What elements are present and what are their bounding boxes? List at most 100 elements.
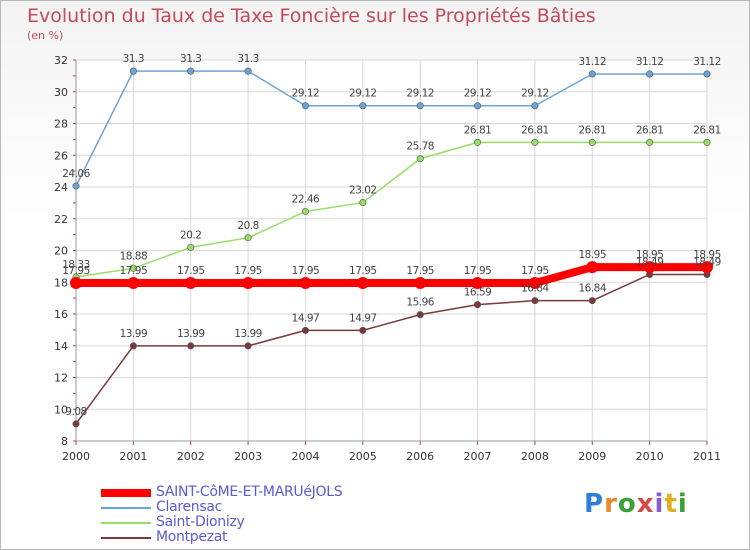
- series-point-1: [301, 102, 309, 110]
- data-label-1: 31.12: [636, 56, 664, 68]
- legend-swatch: [101, 507, 151, 509]
- data-label-0: 17.95: [406, 265, 434, 277]
- series-line-1: [75, 70, 707, 187]
- series-point-3: [359, 326, 367, 334]
- x-tick-label: 2008: [521, 450, 549, 463]
- series-point-3: [129, 342, 137, 350]
- data-label-3: 13.99: [234, 328, 262, 340]
- y-tick-label: 30: [54, 86, 68, 99]
- series-point-3: [187, 342, 195, 350]
- legend-swatch: [101, 537, 151, 539]
- series-point-3: [244, 342, 252, 350]
- data-label-2: 26.81: [578, 124, 606, 136]
- y-tick-label: 16: [54, 308, 68, 321]
- series-point-2: [416, 155, 424, 163]
- series-point-0: [70, 277, 82, 290]
- series-point-3: [416, 311, 424, 319]
- data-label-3: 18.49: [636, 256, 664, 268]
- series-line-2: [75, 141, 707, 278]
- legend-swatch: [101, 489, 151, 497]
- series-point-2: [187, 243, 195, 251]
- series-point-0: [356, 277, 369, 290]
- data-label-0: 17.95: [464, 265, 492, 277]
- data-label-layer: 24.06 31.3 31.3 31.3 29.12 29.12 29.12 29.12 29.…: [62, 53, 721, 418]
- data-label-0: 17.95: [292, 265, 320, 277]
- series-point-0: [643, 261, 656, 274]
- series-point-0: [586, 261, 599, 274]
- data-label-1: 29.12: [292, 88, 320, 100]
- series-point-1: [416, 102, 424, 110]
- data-label-1: 31.12: [578, 56, 606, 68]
- series-point-1: [359, 102, 367, 110]
- series-point-1: [588, 70, 596, 78]
- y-tick-label: 14: [54, 340, 68, 353]
- data-label-0: 17.95: [62, 265, 90, 277]
- series-point-1: [72, 182, 80, 190]
- y-tick-label: 32: [54, 54, 68, 67]
- chart-title: Evolution du Taux de Taxe Foncière sur l…: [27, 5, 596, 27]
- data-label-3: 16.84: [521, 283, 549, 295]
- x-tick-label: 2006: [406, 450, 434, 463]
- series-point-2: [703, 138, 711, 146]
- series-point-3: [588, 297, 596, 305]
- data-label-2: 26.81: [693, 124, 721, 136]
- legend-label: SAINT-CôME-ET-MARUéJOLS: [156, 484, 343, 500]
- x-tick-label: 2009: [578, 450, 606, 463]
- data-label-3: 16.84: [578, 283, 606, 295]
- series-point-2: [531, 138, 539, 146]
- data-label-3: 13.99: [120, 328, 148, 340]
- data-label-2: 26.81: [464, 124, 492, 136]
- legend-label: Saint-Dionizy: [156, 514, 245, 530]
- series-point-1: [244, 67, 252, 75]
- data-label-2: 20.8: [237, 220, 258, 232]
- data-label-1: 24.06: [62, 168, 90, 180]
- data-label-2: 20.2: [180, 229, 201, 241]
- series-point-0: [299, 277, 312, 290]
- data-label-2: 25.78: [406, 141, 434, 153]
- series-point-2: [301, 207, 309, 215]
- series-point-0: [127, 277, 140, 290]
- data-label-2: 26.81: [521, 124, 549, 136]
- data-label-1: 29.12: [406, 88, 434, 100]
- series-point-2: [359, 199, 367, 207]
- data-label-0: 17.95: [349, 265, 377, 277]
- series-point-1: [474, 102, 482, 110]
- legend-swatch: [101, 522, 151, 524]
- series-point-2: [588, 138, 596, 146]
- x-tick-label: 2001: [119, 450, 147, 463]
- x-tick-label: 2007: [464, 450, 492, 463]
- legend-label: Clarensac: [156, 499, 223, 515]
- data-label-0: 18.95: [578, 249, 606, 261]
- data-label-2: 26.81: [636, 124, 664, 136]
- y-tick-label: 8: [61, 435, 68, 448]
- y-tick-label: 20: [54, 245, 68, 258]
- data-label-0: 17.95: [120, 265, 148, 277]
- data-label-3: 15.96: [406, 297, 434, 309]
- proxiti-logo: Proxiti: [584, 489, 688, 519]
- grid-layer: [75, 59, 708, 442]
- series-point-0: [242, 277, 255, 290]
- data-label-2: 18.88: [120, 250, 148, 262]
- data-label-1: 31.3: [180, 53, 201, 65]
- x-tick-label: 2000: [62, 450, 90, 463]
- x-tick-label: 2005: [349, 450, 377, 463]
- data-label-0: 17.95: [234, 265, 262, 277]
- x-tick-label: 2010: [636, 450, 664, 463]
- data-label-1: 31.3: [123, 53, 144, 65]
- series-line-3: [75, 273, 707, 425]
- x-tick-label: 2002: [177, 450, 205, 463]
- series-line-0: [76, 263, 707, 288]
- series-point-3: [301, 326, 309, 334]
- axis-layer: 8 10 12 14 16 18 20 22 24 26 28 30 32 2000 2001 2002 200…: [54, 54, 721, 463]
- data-label-0: 18.95: [636, 249, 664, 261]
- data-label-1: 31.12: [693, 56, 721, 68]
- data-label-0: 18.95: [693, 249, 721, 261]
- legend-label: Montpezat: [156, 529, 228, 545]
- data-label-3: 18.49: [693, 256, 721, 268]
- series-layer: [70, 67, 713, 428]
- series-point-3: [531, 297, 539, 305]
- y-tick-label: 26: [54, 149, 68, 162]
- data-label-0: 17.95: [521, 265, 549, 277]
